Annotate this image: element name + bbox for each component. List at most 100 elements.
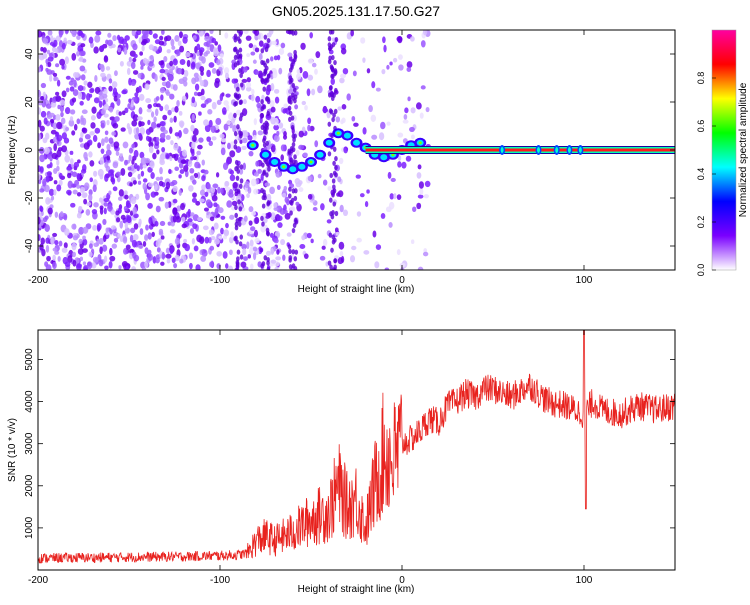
spectrogram-cell bbox=[77, 248, 84, 255]
spectrogram-cell bbox=[343, 146, 349, 154]
spectrogram-cell bbox=[56, 149, 62, 158]
spectrogram-cell bbox=[115, 171, 122, 177]
spectrogram-cell bbox=[129, 210, 134, 216]
spectrogram-cell bbox=[144, 83, 150, 90]
spectrogram-cell bbox=[125, 265, 129, 270]
ridge-inner bbox=[262, 151, 269, 158]
spectrogram-cell bbox=[268, 30, 274, 35]
spectrogram-cell bbox=[403, 114, 408, 120]
spectrogram-cell bbox=[225, 222, 229, 229]
spectrogram-streak-cell bbox=[293, 98, 297, 104]
spectrogram-cell bbox=[180, 159, 187, 164]
spectrogram-cell bbox=[38, 119, 42, 128]
spectrogram-cell bbox=[211, 195, 218, 202]
spectrogram-cell bbox=[273, 134, 280, 143]
spectrogram-cell bbox=[275, 256, 282, 261]
spectrogram-streak-cell bbox=[329, 172, 334, 179]
spectrogram-cell bbox=[247, 186, 252, 194]
spectrogram-streak-cell bbox=[291, 227, 296, 234]
spectrogram-cell bbox=[366, 68, 371, 74]
spectrogram-cell bbox=[242, 162, 246, 171]
spectrogram-cell bbox=[159, 120, 166, 127]
spectrogram-cell bbox=[171, 153, 176, 159]
spectrogram-cell bbox=[319, 255, 326, 261]
spectrogram-cell bbox=[273, 124, 280, 131]
spectrogram-cell bbox=[251, 88, 255, 96]
spectrogram-cell bbox=[252, 246, 258, 252]
spectrogram-cell bbox=[153, 116, 157, 123]
spectrogram-cell bbox=[192, 192, 197, 198]
spectrogram-cell bbox=[103, 255, 108, 263]
spectrogram-streak-cell bbox=[260, 77, 264, 83]
snr-x-label: Height of straight line (km) bbox=[298, 584, 415, 595]
spectrogram-cell bbox=[269, 232, 274, 238]
spectrogram-streak-cell bbox=[262, 60, 266, 66]
spectrogram-cell bbox=[87, 81, 93, 88]
spectrogram-cell bbox=[155, 176, 161, 181]
spectrogram-cell bbox=[91, 106, 97, 114]
spectrogram-cell bbox=[209, 261, 214, 268]
spectrogram-streak-cell bbox=[331, 73, 335, 79]
spectrogram-streak-cell bbox=[233, 33, 238, 39]
spectrogram-cell bbox=[386, 64, 390, 70]
spectrogram-cell bbox=[173, 143, 179, 151]
spectrogram-cell bbox=[276, 205, 283, 213]
spectrogram-streak-cell bbox=[329, 44, 334, 50]
spectrogram-cell bbox=[241, 137, 248, 144]
spectrogram-streak-cell bbox=[233, 144, 238, 150]
spectrogram-cell bbox=[178, 130, 182, 138]
spectrogram-cell bbox=[243, 30, 249, 35]
spectrogram-streak-cell bbox=[237, 221, 242, 227]
spectrogram-streak-cell bbox=[288, 264, 293, 270]
spectrogram-cell bbox=[59, 99, 66, 106]
spectrogram-cell bbox=[117, 233, 121, 238]
spectrogram-cell bbox=[372, 230, 377, 238]
ridge-core bbox=[336, 131, 340, 135]
spectrogram-cell bbox=[83, 80, 88, 86]
spectrogram-cell bbox=[159, 137, 166, 143]
spectrogram-cell bbox=[51, 152, 58, 160]
spectrogram-cell bbox=[56, 121, 63, 130]
spectrogram-cell bbox=[225, 263, 229, 269]
spectrogram-cell bbox=[198, 111, 202, 116]
spectrogram-cell bbox=[68, 119, 75, 127]
spectrogram-streak-cell bbox=[260, 99, 264, 105]
spectrogram-cell bbox=[165, 247, 170, 254]
spectrogram-cell bbox=[160, 235, 165, 240]
spectrogram-streak-cell bbox=[291, 141, 296, 148]
spectrogram-cell bbox=[148, 30, 153, 36]
spectrogram-cell bbox=[214, 77, 221, 84]
spectrogram-cell bbox=[82, 261, 87, 266]
spectrogram-cell bbox=[48, 112, 55, 117]
spectrogram-cell bbox=[133, 53, 138, 59]
spectrogram-cell bbox=[225, 104, 230, 112]
spectrogram-cell bbox=[106, 39, 113, 46]
spectrogram-cell bbox=[169, 229, 176, 234]
spectrogram-cell bbox=[398, 64, 404, 71]
spectrogram-streak-cell bbox=[332, 146, 337, 152]
spectrogram-cell bbox=[156, 103, 161, 108]
spectrogram-cell bbox=[49, 74, 53, 82]
spectrogram-cell bbox=[121, 38, 128, 45]
spectrogram-streak-cell bbox=[238, 68, 242, 74]
spectrogram-cell bbox=[108, 137, 114, 144]
y-tick-label: 4000 bbox=[24, 390, 35, 413]
spectrogram-cell bbox=[152, 152, 157, 160]
spectrogram-cell bbox=[382, 36, 386, 44]
spectrogram-cell bbox=[187, 159, 193, 168]
spectrogram-cell bbox=[39, 205, 43, 212]
colorbar-tick-label: 0.8 bbox=[696, 72, 706, 85]
spectrogram-cell bbox=[61, 145, 68, 153]
spectrogram-cell bbox=[246, 77, 251, 83]
spectrogram-cell bbox=[130, 99, 135, 108]
spectrogram-cell bbox=[271, 40, 277, 45]
spectrogram-cell bbox=[44, 215, 49, 220]
spectrogram-streak-cell bbox=[239, 72, 243, 79]
spectrogram-cell bbox=[82, 226, 89, 234]
spectrogram-cell bbox=[172, 58, 178, 66]
spectrogram-cell bbox=[314, 140, 319, 148]
spectrogram-cell bbox=[296, 68, 301, 75]
spectrogram-cell bbox=[370, 114, 377, 122]
x-tick-label: -200 bbox=[28, 575, 48, 586]
spectrogram-streak-cell bbox=[265, 172, 269, 178]
